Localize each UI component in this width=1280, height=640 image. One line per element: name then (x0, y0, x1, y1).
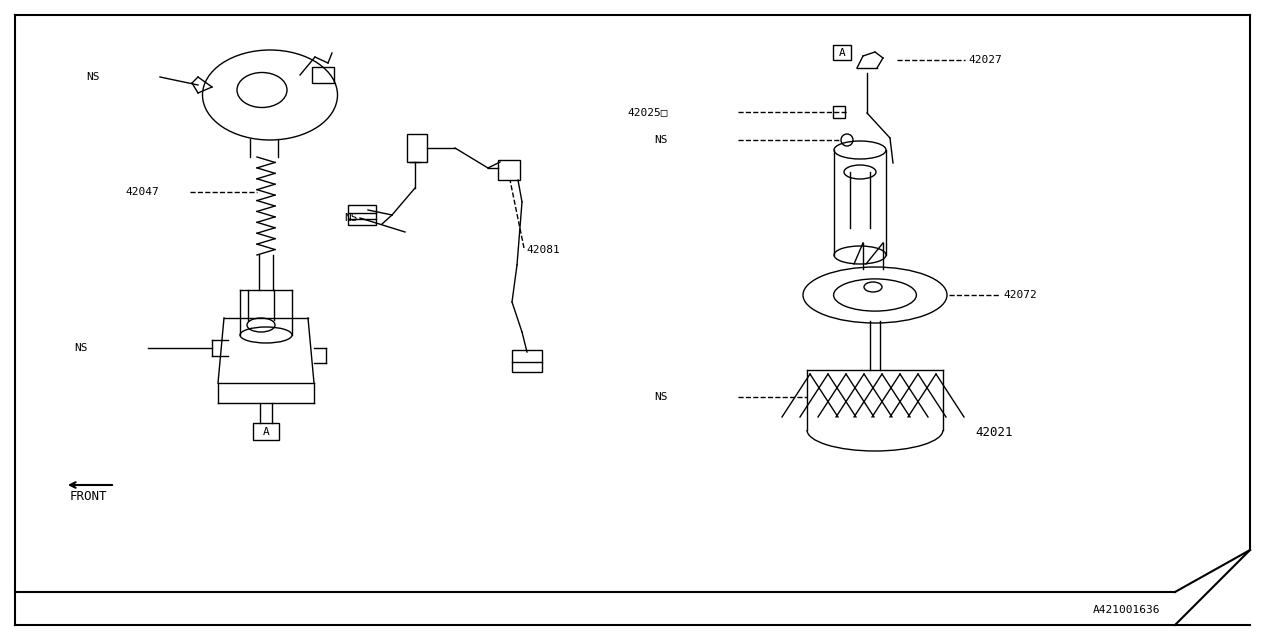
Text: NS: NS (87, 72, 100, 82)
Bar (312, 67, 334, 83)
Text: 42072: 42072 (1004, 290, 1037, 300)
Text: A: A (262, 427, 269, 437)
Bar (512, 350, 541, 372)
Text: NS: NS (654, 392, 668, 402)
Bar (407, 134, 428, 162)
Bar (833, 106, 845, 118)
Bar (348, 205, 376, 225)
Text: FRONT: FRONT (70, 490, 108, 504)
Bar (833, 45, 851, 60)
Text: 42081: 42081 (526, 245, 559, 255)
Text: A: A (838, 48, 845, 58)
Text: NS: NS (654, 135, 668, 145)
Bar (498, 160, 520, 180)
Text: 42021: 42021 (975, 426, 1012, 438)
Text: NS: NS (344, 213, 358, 223)
Text: 42025□: 42025□ (627, 107, 668, 117)
Text: NS: NS (74, 343, 88, 353)
Bar (253, 423, 279, 440)
Text: A421001636: A421001636 (1093, 605, 1160, 615)
Text: 42027: 42027 (968, 55, 1002, 65)
Text: 42047: 42047 (125, 187, 159, 197)
